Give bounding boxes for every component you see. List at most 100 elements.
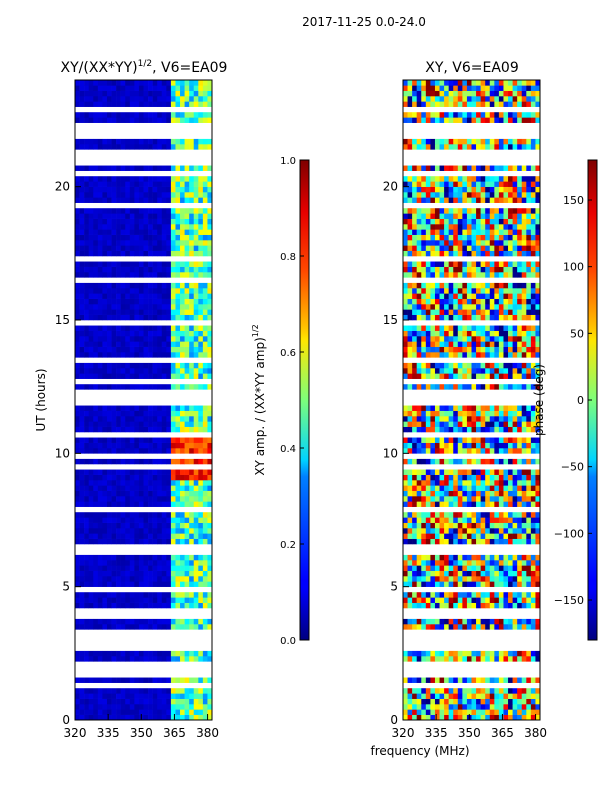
phase-cell [439,213,445,219]
phase-cell [503,501,509,507]
phase-cell [407,602,413,609]
amplitude-cell [134,448,140,454]
amplitude-cell [157,197,163,203]
amplitude-colorbar-tick-label: 0.8 [280,252,296,263]
phase-cell [462,197,468,203]
amplitude-cell [75,341,80,347]
amplitude-cell [157,448,163,454]
phase-cell [444,314,449,321]
phase-cell [503,693,509,699]
amplitude-cell [116,293,121,299]
amplitude-cell [116,565,121,571]
amplitude-cell [116,373,121,379]
phase-cell [434,410,440,417]
amplitude-cell [180,266,185,273]
phase-cell [517,501,523,507]
phase-cell [494,656,500,662]
phase-cell [425,314,431,321]
phase-cell [403,352,408,358]
amplitude-cell [97,714,103,721]
amplitude-cell [106,208,112,214]
phase-cell [503,272,509,278]
amplitude-cell [97,192,103,198]
amplitude-cell [129,330,135,337]
amplitude-cell [79,490,85,497]
amplitude-flagged-row [75,256,212,262]
amplitude-cell [189,309,195,315]
phase-cell [444,346,449,353]
amplitude-cell [193,538,199,545]
amplitude-cell [129,693,135,699]
amplitude-cell [111,592,117,598]
phase-cell [530,309,536,315]
amplitude-cell [198,85,204,91]
amplitude-cell [97,240,103,246]
amplitude-cell [138,176,144,182]
amplitude-cell [193,101,199,107]
amplitude-cell [170,117,176,123]
phase-cell [530,618,536,625]
phase-cell [444,309,449,315]
phase-cell [421,213,427,219]
amplitude-cell [193,693,199,699]
amplitude-cell [207,80,213,86]
amplitude-cell [106,384,112,390]
phase-flagged-row [403,320,540,326]
amplitude-cell [143,458,149,465]
amplitude-cell [170,618,176,625]
phase-cell [471,426,477,433]
phase-cell [425,234,431,241]
phase-cell [512,304,518,310]
phase-cell [444,693,449,699]
amplitude-cell [193,314,199,321]
phase-cell [448,197,454,203]
amplitude-cell [93,304,99,310]
amplitude-cell [175,458,181,465]
amplitude-cell [93,165,99,171]
phase-cell [530,496,536,502]
phase-cell [466,538,472,545]
amplitude-cell [152,368,158,374]
phase-cell [439,480,445,486]
amplitude-cell [93,677,99,683]
amplitude-cell [143,240,149,246]
phase-cell [448,458,454,465]
amplitude-cell [189,581,195,587]
phase-cell [503,245,509,251]
phase-cell [521,213,527,219]
phase-cell [517,698,523,705]
amplitude-cell [116,165,121,171]
phase-cell [416,592,422,598]
amplitude-cell [134,592,140,598]
amplitude-cell [189,650,195,657]
amplitude-cell [166,282,172,289]
amplitude-cell [148,597,153,603]
phase-cell [494,442,500,449]
phase-cell [425,266,431,273]
phase-cell [494,384,500,390]
amplitude-cell [116,112,121,118]
amplitude-cell [84,501,89,507]
phase-cell [403,512,408,518]
phase-cell [476,485,481,491]
amplitude-cell [116,421,121,427]
amplitude-cell [97,224,103,230]
phase-cell [503,309,509,315]
amplitude-cell [175,213,181,219]
amplitude-cell [79,384,85,390]
phase-cell [425,656,431,662]
amplitude-cell [143,181,149,187]
phase-cell [535,474,541,481]
phase-cell [425,677,431,683]
phase-cell [444,677,449,683]
phase-cell [508,677,513,683]
phase-cell [421,517,427,523]
phase-cell [526,213,532,219]
amplitude-cell [184,496,190,502]
amplitude-cell [111,80,117,86]
phase-cell [439,517,445,523]
amplitude-cell [207,117,213,123]
phase-cell [485,186,491,193]
amplitude-cell [143,522,149,529]
phase-cell [439,293,445,299]
